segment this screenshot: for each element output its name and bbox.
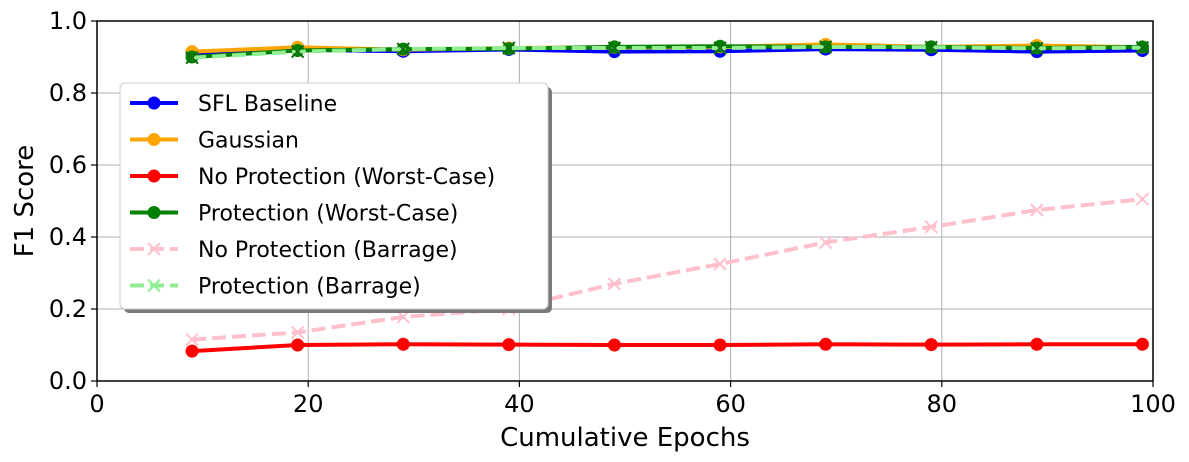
data-point bbox=[502, 41, 516, 55]
data-point bbox=[713, 41, 727, 55]
legend: SFL Baseline Gaussian No Protection (Worst… bbox=[119, 82, 552, 313]
data-point bbox=[185, 332, 199, 347]
series-line bbox=[191, 44, 1143, 60]
data-point bbox=[1030, 337, 1044, 351]
data-point bbox=[1135, 192, 1150, 206]
data-point bbox=[185, 51, 199, 65]
data-point bbox=[185, 344, 199, 358]
series-2 bbox=[185, 337, 1149, 358]
data-point bbox=[818, 40, 833, 54]
data-point bbox=[924, 338, 938, 352]
legend-label: SFL Baseline bbox=[198, 92, 337, 117]
data-point bbox=[607, 277, 622, 291]
legend-marker bbox=[147, 169, 161, 183]
y-axis-label: F1 Score bbox=[10, 145, 40, 258]
legend-marker bbox=[147, 96, 161, 110]
x-tick-label: 60 bbox=[715, 390, 746, 418]
legend-marker bbox=[147, 278, 161, 293]
legend-entry: Protection (Barrage) bbox=[130, 275, 421, 300]
y-tick-label: 0.4 bbox=[49, 223, 87, 251]
data-point bbox=[819, 337, 833, 351]
legend-label: No Protection (Worst-Case) bbox=[198, 165, 495, 190]
data-point bbox=[713, 338, 727, 352]
data-point bbox=[290, 325, 305, 340]
x-axis-label: Cumulative Epochs bbox=[500, 423, 750, 453]
data-point bbox=[1135, 337, 1149, 351]
data-point bbox=[1030, 41, 1044, 56]
y-tick-label: 0.8 bbox=[49, 79, 87, 107]
y-tick-label: 0.6 bbox=[49, 151, 87, 179]
series-5 bbox=[185, 40, 1150, 65]
x-tick-label: 20 bbox=[293, 390, 324, 418]
data-point bbox=[396, 337, 410, 351]
legend-marker bbox=[147, 206, 161, 219]
series-line bbox=[191, 197, 1143, 342]
y-tick-label: 0.0 bbox=[49, 367, 87, 395]
x-tick-label: 100 bbox=[1130, 390, 1176, 418]
legend-label: No Protection (Barrage) bbox=[198, 238, 458, 263]
y-tick-label: 1.0 bbox=[49, 7, 87, 35]
x-tick-label: 0 bbox=[89, 390, 104, 418]
legend-entry: Gaussian bbox=[130, 129, 299, 154]
data-point bbox=[291, 338, 305, 352]
series-4 bbox=[185, 192, 1150, 347]
legend-entry: No Protection (Barrage) bbox=[130, 238, 458, 263]
legend-entry: Protection (Worst-Case) bbox=[130, 202, 458, 227]
legend-box bbox=[119, 82, 549, 310]
data-point bbox=[1135, 40, 1150, 55]
data-point bbox=[1030, 203, 1044, 217]
data-point bbox=[607, 41, 622, 55]
data-point bbox=[502, 338, 516, 352]
data-point bbox=[396, 42, 410, 56]
legend-label: Protection (Barrage) bbox=[198, 275, 421, 300]
y-tick-label: 0.2 bbox=[49, 295, 87, 323]
legend-marker bbox=[147, 133, 161, 146]
data-point bbox=[290, 44, 305, 59]
legend-marker bbox=[147, 242, 161, 256]
plot-frame bbox=[96, 20, 1154, 382]
series-line bbox=[191, 342, 1143, 354]
data-point bbox=[924, 220, 938, 234]
legend-entry: SFL Baseline bbox=[130, 92, 337, 117]
legend-label: Gaussian bbox=[198, 129, 299, 154]
data-point bbox=[607, 338, 621, 352]
axis-ticks: 0 20 40 60 80 100 0.0 0.2 0.4 0.6 0.8 1.0 bbox=[49, 7, 1176, 418]
data-point bbox=[713, 257, 727, 271]
data-point bbox=[818, 235, 833, 250]
series-group bbox=[185, 37, 1150, 358]
legend-label: Protection (Worst-Case) bbox=[198, 202, 458, 227]
x-tick-label: 40 bbox=[504, 390, 535, 418]
legend-entry: No Protection (Worst-Case) bbox=[130, 165, 495, 190]
data-point bbox=[924, 40, 938, 54]
x-tick-label: 80 bbox=[927, 390, 958, 418]
